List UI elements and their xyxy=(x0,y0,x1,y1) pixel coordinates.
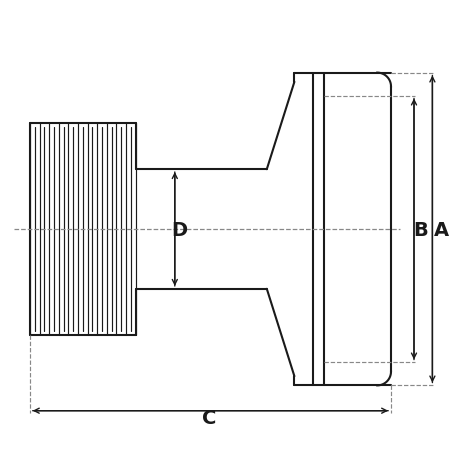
Text: C: C xyxy=(202,408,216,427)
Text: A: A xyxy=(433,220,448,239)
Text: B: B xyxy=(413,220,427,239)
Text: D: D xyxy=(171,220,187,239)
